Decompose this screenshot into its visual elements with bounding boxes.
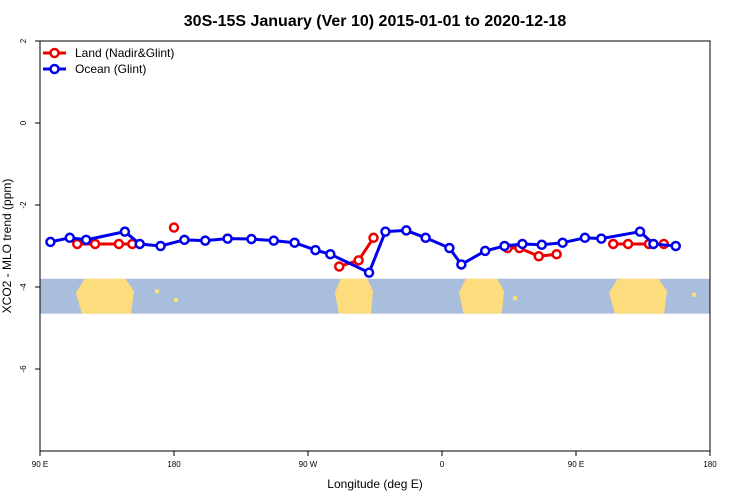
y-tick-label: 0 xyxy=(19,120,28,125)
data-point-ocean xyxy=(325,248,336,260)
data-point-ocean xyxy=(596,233,607,244)
island-shape xyxy=(513,296,517,301)
legend-item-land: Land (Nadir&Glint) xyxy=(43,46,174,60)
island-shape xyxy=(174,297,178,302)
data-point-ocean xyxy=(456,259,467,270)
data-point-ocean xyxy=(222,233,233,244)
data-point-land xyxy=(622,238,634,250)
data-point-ocean xyxy=(246,233,257,245)
legend-marker-ocean xyxy=(49,63,60,75)
data-point-ocean xyxy=(634,226,646,237)
data-point-land xyxy=(607,238,619,250)
x-tick-label: 90 W xyxy=(299,460,318,469)
legend: Land (Nadir&Glint) Ocean (Glint) xyxy=(43,46,174,76)
data-point-ocean xyxy=(179,234,190,246)
data-point-land xyxy=(533,251,545,262)
africa-shape xyxy=(459,278,504,314)
data-point-ocean xyxy=(557,237,568,248)
data-point-ocean xyxy=(268,235,280,246)
data-point-ocean xyxy=(45,236,56,248)
x-tick-label: 180 xyxy=(703,460,717,469)
data-point-ocean xyxy=(536,239,548,251)
data-point-ocean xyxy=(479,245,491,257)
data-point-ocean xyxy=(499,240,510,252)
data-point-land xyxy=(89,238,101,250)
legend-label-land: Land (Nadir&Glint) xyxy=(75,46,174,60)
data-point-ocean xyxy=(119,226,131,237)
data-point-ocean xyxy=(517,238,528,250)
ocean-band xyxy=(40,278,710,314)
data-point-land xyxy=(551,248,562,260)
legend-label-ocean: Ocean (Glint) xyxy=(75,62,146,76)
data-point-ocean xyxy=(648,238,659,250)
data-point-land xyxy=(168,222,180,233)
data-point-ocean xyxy=(670,240,682,252)
island-shape xyxy=(692,292,696,297)
data-point-land xyxy=(353,255,364,266)
data-point-land xyxy=(113,238,125,250)
data-point-ocean xyxy=(444,242,455,254)
data-point-ocean xyxy=(64,232,76,244)
australia-left-shape xyxy=(76,278,134,314)
series-land xyxy=(71,222,670,272)
series-ocean xyxy=(45,225,682,278)
data-point-land xyxy=(334,261,345,272)
x-tick-label: 90 E xyxy=(568,460,584,469)
data-point-land xyxy=(368,232,379,244)
y-tick-label: -6 xyxy=(19,365,28,373)
y-axis-label: XCO2 - MLO trend (ppm) xyxy=(0,179,14,314)
data-point-ocean xyxy=(310,244,321,256)
data-point-ocean xyxy=(363,267,375,278)
data-point-ocean xyxy=(80,234,92,246)
data-point-ocean xyxy=(380,226,391,237)
x-tick-label: 180 xyxy=(167,460,181,469)
data-point-ocean xyxy=(200,235,211,246)
south-america-shape xyxy=(335,278,373,314)
series-line-land xyxy=(507,246,557,258)
data-point-land xyxy=(71,238,83,250)
data-point-ocean xyxy=(155,240,166,252)
y-tick-label: -2 xyxy=(19,201,28,209)
australia-right-shape xyxy=(609,278,667,314)
x-tick-label: 90 E xyxy=(32,460,48,469)
series-layer xyxy=(45,222,682,278)
y-tick-label: -4 xyxy=(19,283,28,291)
x-axis-label: Longitude (deg E) xyxy=(327,477,422,491)
legend-item-ocean: Ocean (Glint) xyxy=(43,62,146,76)
plot-frame xyxy=(39,40,711,452)
data-point-ocean xyxy=(134,238,146,250)
data-point-ocean xyxy=(289,237,300,248)
y-tick-label: 2 xyxy=(19,38,28,43)
land-masses xyxy=(76,278,696,314)
x-tick-label: 0 xyxy=(440,460,445,469)
island-shape xyxy=(155,289,159,294)
data-point-ocean xyxy=(579,232,591,244)
data-point-ocean xyxy=(420,232,431,244)
data-point-ocean xyxy=(401,225,412,236)
chart-title: 30S-15S January (Ver 10) 2015-01-01 to 2… xyxy=(184,13,567,30)
map-background xyxy=(40,278,710,314)
y-axis: 2 0 -2 -4 -6 xyxy=(19,38,40,373)
legend-marker-land xyxy=(49,47,60,59)
x-axis: 90 E 180 90 W 0 90 E 180 xyxy=(32,451,717,469)
